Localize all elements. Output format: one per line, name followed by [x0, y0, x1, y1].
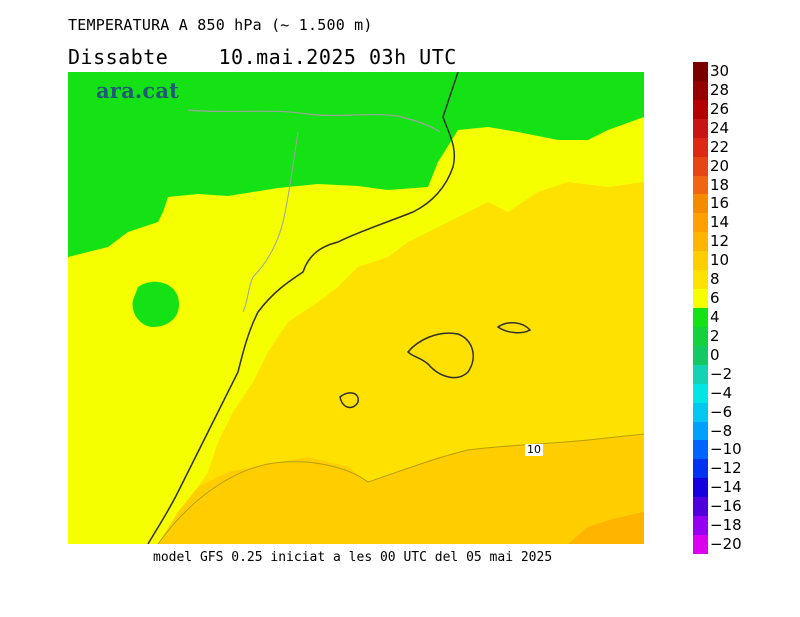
- legend-tick-label: −8: [710, 421, 733, 440]
- legend-tick-label: −4: [710, 383, 733, 402]
- band-4-6-blob: [132, 281, 179, 327]
- band-4-6: [68, 72, 644, 257]
- island-menorca: [496, 322, 532, 334]
- legend-swatch: [693, 459, 708, 479]
- legend-tick-label: −14: [710, 478, 742, 497]
- legend-swatch: [693, 497, 708, 517]
- legend-tick-label: 24: [710, 118, 730, 137]
- legend-tick-label: 6: [710, 289, 720, 308]
- border-line-2: [242, 131, 299, 313]
- legend-tick-label: −18: [710, 516, 742, 535]
- band-12-14: [568, 512, 644, 544]
- legend-swatch: [693, 213, 708, 233]
- contour-10-line: [157, 433, 644, 544]
- valid-day: Dissabte: [68, 45, 169, 69]
- legend-tick-label: −2: [710, 364, 733, 383]
- legend-tick-label: 8: [710, 270, 720, 289]
- legend-tick-label: −20: [710, 535, 742, 554]
- island-mallorca: [406, 332, 474, 379]
- legend-swatch: [693, 175, 708, 195]
- legend-swatch: [693, 156, 708, 177]
- model-run-info: model GFS 0.25 iniciat a les 00 UTC del …: [153, 550, 553, 565]
- legend-swatch: [693, 289, 708, 309]
- legend-swatch: [693, 345, 708, 366]
- legend-tick-label: 4: [710, 307, 720, 326]
- legend-swatch: [693, 440, 708, 460]
- legend-tick-label: −12: [710, 459, 742, 478]
- legend-swatch: [693, 137, 708, 158]
- legend-swatch: [693, 364, 708, 385]
- contour-label: 10: [525, 443, 543, 456]
- legend-swatch: [693, 232, 708, 252]
- color-legend: [693, 62, 708, 555]
- legend-swatch: [693, 308, 708, 328]
- legend-swatch: [693, 535, 708, 555]
- legend-swatch: [693, 270, 708, 290]
- legend-tick-label: 20: [710, 156, 730, 175]
- legend-swatch: [693, 80, 708, 101]
- legend-swatch: [693, 421, 708, 441]
- legend-tick-label: 16: [710, 194, 730, 213]
- legend-tick-label: 2: [710, 326, 720, 345]
- legend-tick-label: −6: [710, 402, 733, 421]
- legend-tick-label: 28: [710, 80, 730, 99]
- valid-date-time: 10.mai.2025 03h UTC: [218, 45, 457, 69]
- legend-tick-label: 22: [710, 137, 730, 156]
- legend-tick-label: 18: [710, 175, 730, 194]
- legend-tick-label: 30: [710, 61, 730, 80]
- band-10-12: [158, 434, 644, 544]
- map-title: TEMPERATURA A 850 hPa (~ 1.500 m): [68, 16, 373, 34]
- legend-swatch: [693, 99, 708, 120]
- island-ibiza: [339, 392, 359, 409]
- temperature-map[interactable]: [68, 72, 644, 544]
- map-valid-time: Dissabte 10.mai.2025 03h UTC: [68, 45, 457, 69]
- legend-tick-label: 12: [710, 232, 730, 251]
- legend-tick-label: 0: [710, 345, 720, 364]
- legend-swatch: [693, 402, 708, 423]
- legend-tick-label: −16: [710, 497, 742, 516]
- temperature-field-svg: [68, 72, 644, 544]
- legend-swatch: [693, 516, 708, 536]
- border-line: [187, 109, 441, 133]
- legend-swatch: [693, 383, 708, 404]
- legend-tick-label: 10: [710, 251, 730, 270]
- legend-tick-label: 14: [710, 213, 730, 232]
- logo-ara-cat: ara.cat: [96, 78, 180, 103]
- legend-swatch: [693, 478, 708, 498]
- legend-tick-label: −10: [710, 440, 742, 459]
- coastline: [147, 72, 459, 544]
- legend-swatch: [693, 118, 708, 139]
- legend-swatch: [693, 251, 708, 271]
- legend-swatch: [693, 194, 708, 214]
- legend-swatch: [693, 62, 708, 82]
- legend-swatch: [693, 326, 708, 347]
- legend-tick-label: 26: [710, 99, 730, 118]
